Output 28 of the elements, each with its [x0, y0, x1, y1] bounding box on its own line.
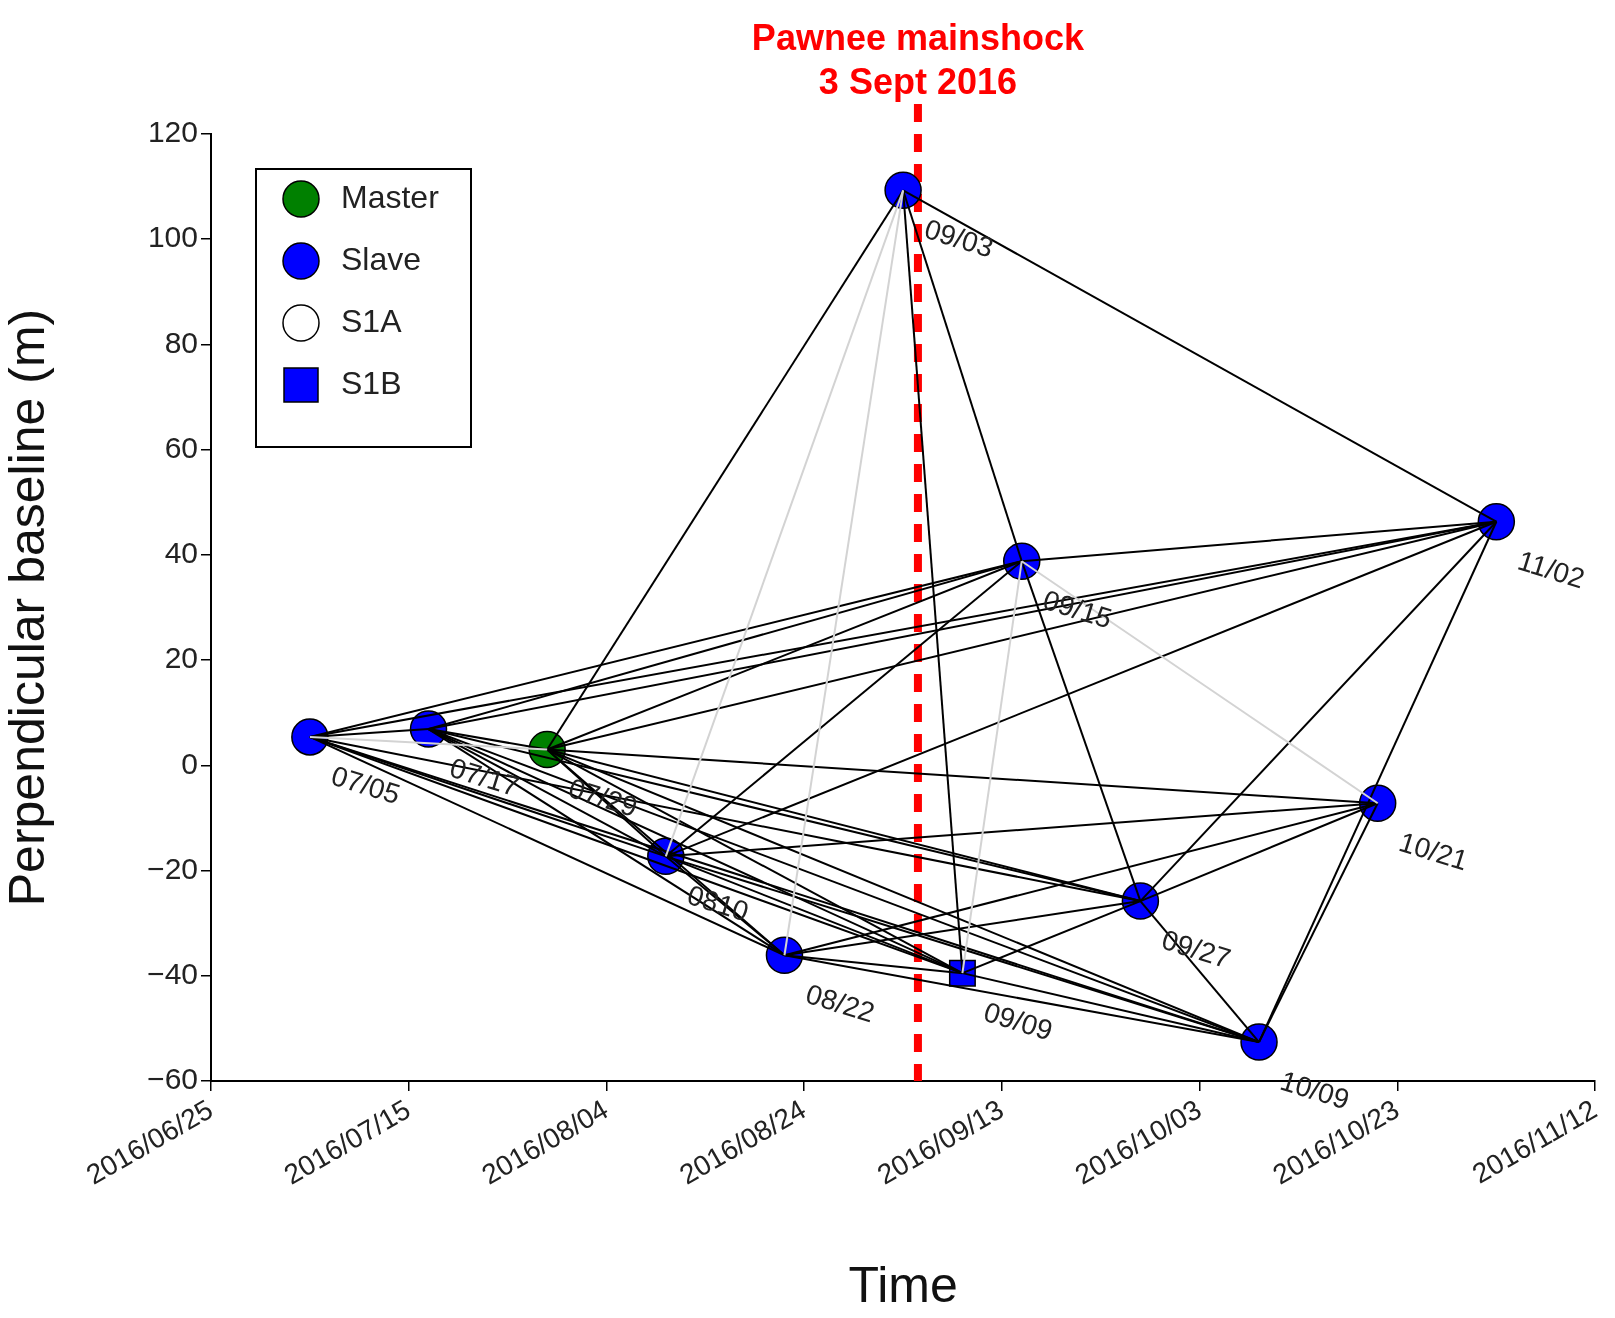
- y-tick-label: 60: [164, 430, 198, 464]
- y-tick-label: 120: [147, 115, 198, 149]
- y-tick-label: 20: [164, 641, 198, 675]
- annotation: 09/27: [1158, 923, 1235, 975]
- y-tick-label: −40: [147, 957, 198, 991]
- annotation: 08/22: [802, 978, 879, 1029]
- y-tick-label: −60: [147, 1062, 198, 1096]
- ref-line-label: Pawnee mainshock 3 Sept 2016: [751, 17, 1085, 102]
- y-tick-label: −20: [147, 851, 198, 885]
- annotation: 0810: [683, 879, 753, 928]
- annotation: 11/02: [1514, 544, 1589, 595]
- annotation: 09/03: [920, 213, 997, 264]
- y-tick-label: 100: [147, 220, 198, 254]
- y-tick-label: 0: [181, 746, 198, 780]
- legend-label: S1A: [341, 302, 403, 339]
- annotation: 09/09: [980, 996, 1057, 1047]
- annotation: 07/05: [327, 759, 404, 811]
- legend-label: S1B: [341, 364, 402, 401]
- y-tick-label: 40: [164, 536, 198, 570]
- y-axis-title: Perpendicular baseline (m): [0, 308, 55, 907]
- legend-label: Slave: [341, 240, 422, 277]
- annotation: 07/17: [446, 751, 523, 803]
- annotation: 10/21: [1395, 826, 1472, 877]
- annotation: 07/29: [564, 772, 642, 823]
- x-axis-title: Time: [848, 1256, 958, 1313]
- legend-label: Master: [341, 178, 440, 215]
- annotation: 09/15: [1039, 584, 1116, 635]
- y-tick-label: 80: [164, 325, 198, 359]
